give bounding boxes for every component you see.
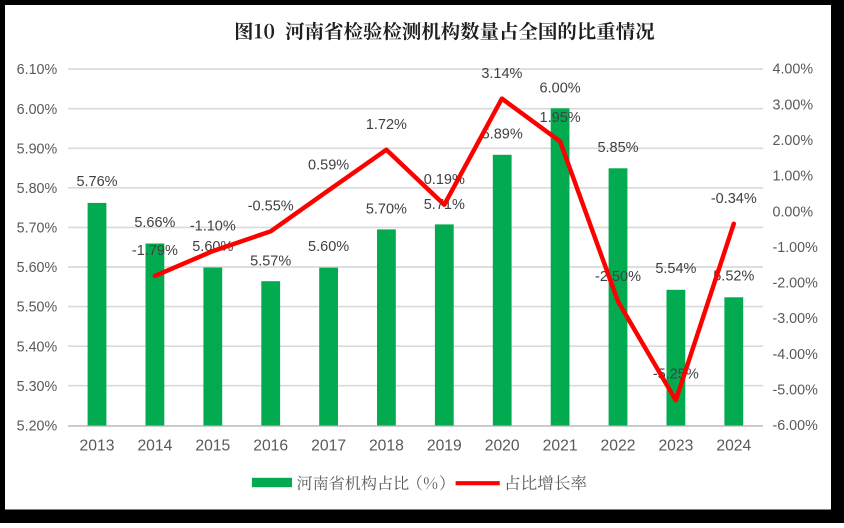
svg-text:2018: 2018 (369, 437, 404, 454)
svg-text:5.20%: 5.20% (17, 418, 58, 434)
svg-text:5.70%: 5.70% (17, 221, 58, 237)
svg-text:-0.34%: -0.34% (711, 191, 757, 207)
svg-text:2022: 2022 (601, 437, 636, 454)
svg-text:5.85%: 5.85% (597, 140, 638, 156)
svg-text:2019: 2019 (427, 437, 462, 454)
svg-text:-4.00%: -4.00% (773, 347, 819, 363)
svg-text:0.00%: 0.00% (773, 204, 814, 220)
svg-text:-3.00%: -3.00% (773, 311, 819, 327)
svg-text:5.76%: 5.76% (76, 174, 117, 190)
svg-text:5.66%: 5.66% (134, 215, 175, 231)
svg-text:2014: 2014 (137, 437, 172, 454)
svg-text:0.59%: 0.59% (308, 158, 349, 174)
svg-text:-0.55%: -0.55% (248, 199, 294, 215)
svg-text:1.95%: 1.95% (540, 110, 581, 126)
svg-text:2021: 2021 (543, 437, 578, 454)
svg-text:6.10%: 6.10% (17, 62, 58, 78)
svg-text:5.80%: 5.80% (17, 181, 58, 197)
svg-text:5.89%: 5.89% (482, 126, 523, 142)
svg-text:2013: 2013 (80, 437, 115, 454)
svg-text:2015: 2015 (195, 437, 230, 454)
svg-text:5.60%: 5.60% (308, 239, 349, 255)
svg-text:5.60%: 5.60% (192, 239, 233, 255)
svg-text:2020: 2020 (485, 437, 520, 454)
svg-text:2023: 2023 (658, 437, 693, 454)
svg-text:-5.00%: -5.00% (773, 383, 819, 399)
svg-text:1.00%: 1.00% (773, 169, 814, 185)
svg-text:6.00%: 6.00% (17, 102, 58, 118)
svg-text:-2.00%: -2.00% (773, 276, 819, 292)
svg-text:5.52%: 5.52% (713, 269, 754, 285)
svg-text:4.00%: 4.00% (773, 62, 814, 78)
svg-text:3.00%: 3.00% (773, 97, 814, 113)
svg-text:5.50%: 5.50% (17, 300, 58, 316)
svg-text:1.72%: 1.72% (366, 117, 407, 133)
svg-text:5.70%: 5.70% (366, 202, 407, 218)
svg-text:3.14%: 3.14% (481, 66, 522, 82)
svg-text:2024: 2024 (716, 437, 751, 454)
svg-text:5.30%: 5.30% (17, 379, 58, 395)
svg-text:-1.00%: -1.00% (773, 240, 819, 256)
svg-text:2016: 2016 (253, 437, 288, 454)
svg-text:2017: 2017 (311, 437, 346, 454)
svg-text:5.54%: 5.54% (655, 261, 696, 277)
svg-text:-2.50%: -2.50% (595, 269, 641, 285)
svg-text:5.57%: 5.57% (250, 253, 291, 269)
svg-text:2.00%: 2.00% (773, 133, 814, 149)
svg-text:-1.10%: -1.10% (190, 219, 236, 235)
svg-text:-6.00%: -6.00% (773, 418, 819, 434)
svg-text:6.00%: 6.00% (540, 81, 581, 97)
svg-text:5.90%: 5.90% (17, 141, 58, 157)
svg-text:-1.79%: -1.79% (132, 243, 178, 259)
svg-text:5.40%: 5.40% (17, 339, 58, 355)
svg-text:5.60%: 5.60% (17, 260, 58, 276)
